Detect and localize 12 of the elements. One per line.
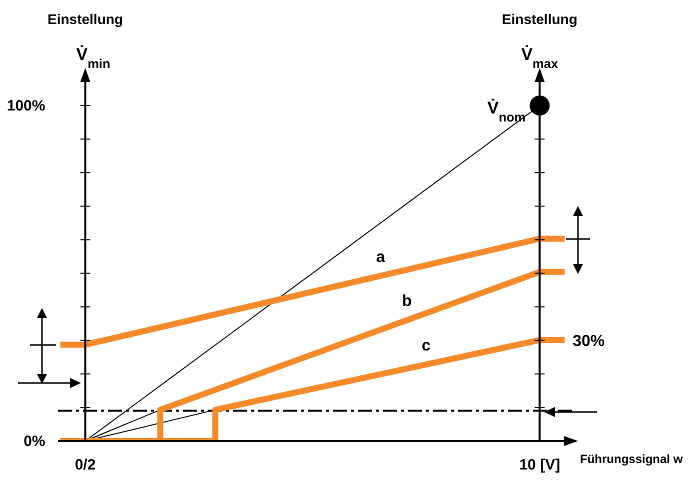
x-axis-title: Führungssignal w: [580, 452, 684, 466]
annotation: V̇$_{nom}$: [487, 98, 526, 124]
y-tick-label: 0%: [24, 433, 46, 450]
text: Einstellung V̇$_{max}$: [502, 11, 578, 70]
x-tick-label: 10 [V]: [519, 456, 560, 474]
text: Einstellung V̇$_{min}$: [48, 11, 123, 70]
annotation: 30%: [572, 333, 605, 350]
x-tick-label: 0/2: [74, 456, 96, 474]
series-label: c: [422, 337, 431, 354]
series-label: b: [402, 293, 412, 310]
y-tick-label: 100%: [6, 98, 46, 115]
series-label: a: [376, 248, 386, 266]
